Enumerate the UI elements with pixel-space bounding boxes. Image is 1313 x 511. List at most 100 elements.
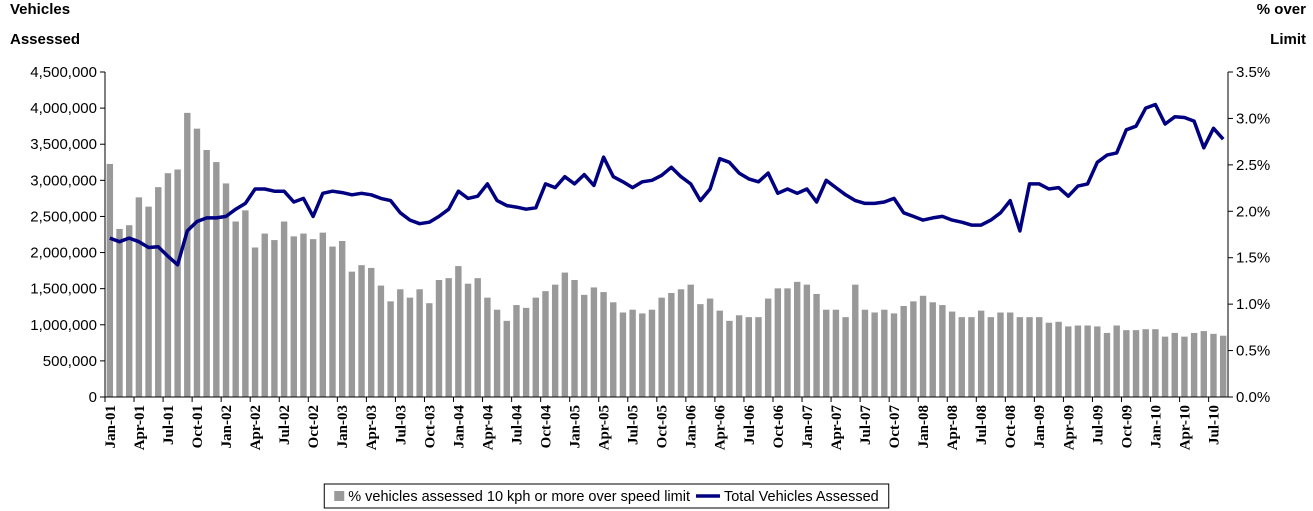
bar [532, 297, 540, 397]
x-tick-label: Apr-03 [364, 405, 380, 450]
x-tick-label: Jan-06 [684, 405, 700, 449]
bar [948, 311, 956, 397]
x-tick-label: Jul-02 [277, 405, 293, 445]
bar [387, 301, 394, 397]
bar [571, 280, 578, 397]
bar [522, 307, 530, 397]
bar [793, 281, 801, 397]
bar [813, 293, 820, 397]
bar [1113, 325, 1120, 397]
bar [193, 128, 201, 397]
bar [1074, 325, 1082, 397]
x-tick-label: Oct-02 [306, 405, 322, 448]
bar [1210, 333, 1217, 397]
bar [697, 304, 704, 397]
y-tick-label: 0 [89, 389, 97, 406]
x-tick-label: Oct-06 [771, 405, 787, 449]
legend-label: Total Vehicles Assessed [724, 489, 879, 505]
bar [319, 232, 327, 397]
bar [1006, 312, 1014, 397]
bar [939, 305, 946, 397]
x-tick-label: Jan-01 [103, 405, 119, 448]
bar [368, 267, 375, 397]
bar [1219, 335, 1227, 397]
bar [764, 298, 772, 397]
x-tick-label: Jul-07 [858, 405, 874, 446]
bar [832, 309, 840, 397]
x-tick-label: Oct-05 [655, 405, 671, 448]
bar [774, 288, 782, 397]
bar [677, 289, 685, 397]
bar [1103, 332, 1111, 397]
bar [735, 315, 743, 397]
bar [135, 197, 143, 397]
bar [174, 169, 181, 397]
bar [1026, 317, 1033, 397]
bar [1055, 321, 1062, 397]
x-tick-label: Jan-07 [800, 405, 816, 449]
x-tick-label: Oct-07 [887, 405, 903, 449]
bar [551, 284, 559, 397]
bar [542, 291, 549, 397]
y-tick-label: 3,000,000 [30, 172, 97, 189]
bar [261, 233, 268, 397]
x-tick-label: Apr-07 [829, 405, 845, 451]
bar [1152, 329, 1159, 397]
bar [358, 265, 365, 397]
bar [493, 309, 501, 397]
bar [997, 312, 1004, 397]
bar [610, 302, 617, 397]
x-tick-label: Oct-04 [538, 405, 554, 449]
y-tick-label: 3,500,000 [30, 136, 97, 153]
bar [1142, 329, 1149, 397]
y2-tick-label: 2.5% [1236, 157, 1270, 174]
bar [658, 297, 665, 397]
bar [203, 150, 210, 397]
bar [968, 317, 975, 397]
bar [726, 320, 733, 397]
x-tick-label: Jul-10 [1206, 405, 1222, 445]
x-tick-label: Jan-05 [568, 405, 584, 448]
bar [668, 293, 675, 397]
y2-tick-label: 2.0% [1236, 203, 1270, 220]
bar [242, 210, 249, 397]
bar [716, 310, 723, 397]
bar [755, 317, 762, 397]
bar [155, 187, 162, 397]
bar [503, 320, 510, 397]
x-tick-label: Jan-04 [451, 405, 467, 449]
bar [416, 289, 423, 397]
bar [116, 228, 123, 397]
bar [106, 163, 114, 397]
bar [309, 239, 317, 397]
bar [648, 309, 656, 397]
y2-tick-label: 1.5% [1236, 250, 1270, 267]
x-tick-label: Jan-08 [916, 405, 932, 448]
y2-tick-label: 1.0% [1236, 296, 1270, 313]
x-tick-label: Apr-01 [132, 405, 148, 450]
bar [164, 173, 172, 397]
x-tick-label: Apr-04 [480, 405, 496, 451]
bar [445, 278, 452, 397]
y2-axis-title: Limit [1270, 31, 1306, 48]
bar [1016, 317, 1024, 397]
bar [406, 297, 414, 397]
bar [338, 241, 346, 397]
bar [474, 278, 481, 397]
legend-swatch [334, 491, 345, 501]
bar [881, 309, 888, 397]
y2-tick-label: 3.0% [1236, 110, 1270, 127]
x-tick-label: Jul-03 [393, 405, 409, 445]
x-tick-label: Jul-09 [1090, 405, 1106, 445]
bar [1171, 332, 1178, 397]
x-tick-label: Apr-10 [1177, 405, 1193, 450]
bar [590, 287, 598, 397]
bar [1200, 331, 1207, 397]
bar [929, 302, 936, 397]
x-tick-label: Oct-01 [190, 405, 206, 448]
y2-axis-title: % over [1257, 1, 1306, 18]
bar [1065, 326, 1072, 397]
bar [919, 295, 927, 397]
bar [871, 312, 878, 397]
